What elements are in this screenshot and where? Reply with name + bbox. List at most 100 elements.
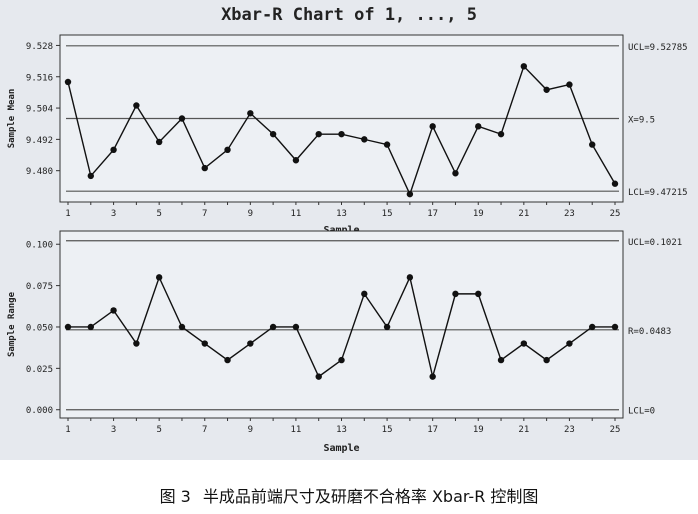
mean-data-point <box>543 86 550 93</box>
mean-x-tick-label: 11 <box>290 209 301 219</box>
mean-data-point <box>406 190 414 198</box>
mean-data-point <box>224 146 231 154</box>
mean-x-tick-label: 15 <box>382 209 393 219</box>
range-y-tick-label: 0.025 <box>26 365 53 375</box>
range-y-tick-label: 0.050 <box>26 323 53 333</box>
mean-data-point <box>429 123 436 130</box>
mean-x-tick-label: 3 <box>111 209 116 219</box>
mean-y-tick-label: 9.516 <box>26 73 53 83</box>
mean-data-point <box>452 170 459 177</box>
mean-data-point <box>338 130 345 138</box>
range-data-point <box>110 307 117 314</box>
range-x-tick-label: 21 <box>518 425 529 435</box>
range-x-tick-label: 15 <box>382 425 393 435</box>
range-x-tick-label: 5 <box>156 425 161 435</box>
mean-x-tick-label: 1 <box>65 209 70 219</box>
range-x-tick-label: 3 <box>111 425 116 435</box>
mean-lcl-label: LCL=9.47215 <box>628 188 688 198</box>
range-data-point <box>201 340 208 347</box>
range-y-tick-label: 0.000 <box>26 406 53 416</box>
mean-y-tick-label: 9.528 <box>26 42 53 52</box>
mean-data-point <box>475 123 482 130</box>
mean-ucl-label: UCL=9.52785 <box>628 43 688 53</box>
mean-data-point <box>64 78 72 86</box>
range-data-point <box>589 323 596 331</box>
mean-data-point <box>520 63 528 70</box>
range-data-point <box>406 274 414 281</box>
mean-x-tick-label: 5 <box>156 209 161 219</box>
mean-data-point <box>133 102 140 109</box>
range-y-tick-label: 0.075 <box>26 282 53 292</box>
range-data-point <box>155 274 163 281</box>
range-data-point <box>475 290 482 298</box>
mean-data-point <box>269 130 277 138</box>
range-x-tick-label: 13 <box>336 425 347 435</box>
mean-x-tick-label: 21 <box>518 209 529 219</box>
range-plot-frame <box>59 230 624 419</box>
mean-data-point <box>155 138 163 146</box>
mean-x-tick-label: 23 <box>564 209 575 219</box>
charts-svg: UCL=9.52785 X=9.5 LCL=9.47215 9.528 9.516 9.5… <box>7 34 688 454</box>
mean-x-tick-label: 25 <box>610 209 621 219</box>
range-data-point <box>361 290 368 298</box>
mean-x-tick-label: 17 <box>427 209 438 219</box>
range-data-point <box>178 323 186 331</box>
mean-y-tick-label: 9.492 <box>26 136 53 146</box>
mean-data-point <box>361 136 368 143</box>
mean-data-point <box>87 172 94 180</box>
range-data-point <box>338 356 345 364</box>
mean-data-point <box>110 146 117 154</box>
mean-data-point <box>589 141 596 148</box>
range-data-point <box>383 323 391 331</box>
range-x-tick-label: 25 <box>610 425 621 435</box>
mean-data-point <box>178 115 186 122</box>
mean-data-point <box>292 157 300 164</box>
mean-x-tick-label: 7 <box>202 209 207 219</box>
range-data-point <box>566 340 573 347</box>
range-data-point <box>224 356 231 364</box>
range-data-point <box>87 323 94 331</box>
range-x-tick-label: 1 <box>65 425 70 435</box>
range-lcl-label: LCL=0 <box>628 407 655 417</box>
range-x-tick-label: 7 <box>202 425 207 435</box>
range-x-tick-label: 9 <box>248 425 253 435</box>
range-data-point <box>429 373 436 380</box>
mean-data-point <box>383 141 391 148</box>
range-ucl-label: UCL=0.1021 <box>628 238 682 248</box>
range-data-point <box>452 290 459 298</box>
caption-label: 图 3 <box>159 487 191 506</box>
figure-caption: 图 3 半成品前端尺寸及研磨不合格率 Xbar-R 控制图 <box>0 483 698 507</box>
mean-x-tick-label: 13 <box>336 209 347 219</box>
range-data-point <box>269 323 277 331</box>
mean-y-axis-label: Sample Mean <box>7 89 17 149</box>
mean-x-tick-label: 9 <box>248 209 253 219</box>
mean-x-tick-label: 19 <box>473 209 484 219</box>
chart-title: Xbar-R Chart of 1, ..., 5 <box>221 5 477 25</box>
mean-data-point <box>315 130 322 138</box>
chart-figure: Xbar-R Chart of 1, ..., 5 UCL=9.52785 X=9… <box>0 0 698 460</box>
range-x-tick-label: 17 <box>427 425 438 435</box>
mean-data-point <box>497 130 505 138</box>
range-data-point <box>247 340 254 347</box>
range-x-tick-label: 19 <box>473 425 484 435</box>
mean-data-point <box>247 110 254 117</box>
range-x-tick-label: 11 <box>290 425 301 435</box>
range-y-axis-label: Sample Range <box>7 291 17 357</box>
range-data-point <box>292 323 300 331</box>
range-data-point <box>520 340 528 347</box>
mean-data-point <box>566 81 573 88</box>
mean-y-tick-label: 9.480 <box>26 167 53 177</box>
mean-data-point <box>201 164 208 172</box>
mean-y-tick-label: 9.504 <box>26 105 53 115</box>
range-data-point <box>543 356 550 364</box>
range-center-label: R=0.0483 <box>628 327 671 337</box>
range-data-point <box>315 373 322 380</box>
range-x-tick-label: 23 <box>564 425 575 435</box>
range-x-axis-label: Sample <box>323 443 359 454</box>
range-data-point <box>497 356 505 364</box>
range-y-tick-label: 0.100 <box>26 241 53 251</box>
mean-center-label: X=9.5 <box>628 116 655 126</box>
range-data-point <box>611 323 619 331</box>
caption-text: 半成品前端尺寸及研磨不合格率 Xbar-R 控制图 <box>202 487 539 506</box>
mean-data-point <box>611 180 619 187</box>
